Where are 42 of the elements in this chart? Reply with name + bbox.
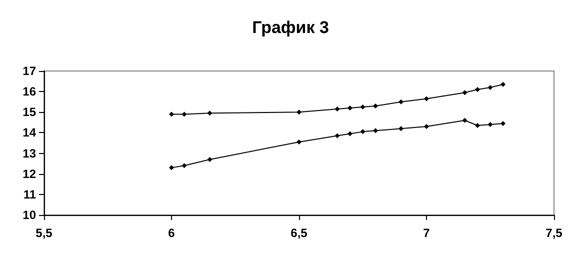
y-tick-label: 10 — [22, 208, 36, 222]
point — [500, 120, 506, 126]
point — [169, 165, 174, 170]
point — [182, 163, 187, 168]
point — [398, 126, 404, 132]
chart-title: График 3 — [252, 18, 329, 37]
point — [475, 87, 480, 92]
y-tick-label: 17 — [22, 64, 36, 78]
point — [348, 106, 352, 111]
point — [169, 112, 174, 117]
point — [296, 110, 302, 115]
point — [462, 118, 468, 123]
y-tick-label: 13 — [22, 146, 36, 160]
y-tick-label: 15 — [22, 105, 36, 120]
x-tick-label: 6 — [168, 226, 176, 240]
point — [488, 84, 493, 90]
x-tick-label: 7,5 — [546, 226, 563, 240]
y-tick-label: 11 — [23, 187, 36, 202]
x-tick-label: 5,5 — [36, 226, 53, 240]
point — [488, 122, 493, 127]
x-tick-label: 7 — [423, 226, 430, 240]
point — [424, 96, 429, 102]
y-tick-label: 16 — [22, 84, 36, 99]
y-tick-label: 14 — [22, 126, 36, 140]
x-tick-label: 6,5 — [290, 226, 308, 240]
point — [182, 112, 187, 117]
point — [373, 103, 378, 108]
point — [500, 82, 506, 87]
point — [334, 106, 340, 112]
point — [296, 139, 302, 144]
point — [207, 110, 212, 116]
point — [462, 90, 468, 96]
point — [360, 104, 366, 110]
point — [475, 123, 480, 128]
point — [348, 131, 352, 136]
point — [360, 129, 366, 134]
point — [334, 133, 340, 138]
point — [424, 124, 429, 130]
y-tick-label: 12 — [22, 166, 36, 181]
point — [207, 156, 212, 162]
point — [373, 128, 378, 134]
point — [398, 99, 404, 104]
